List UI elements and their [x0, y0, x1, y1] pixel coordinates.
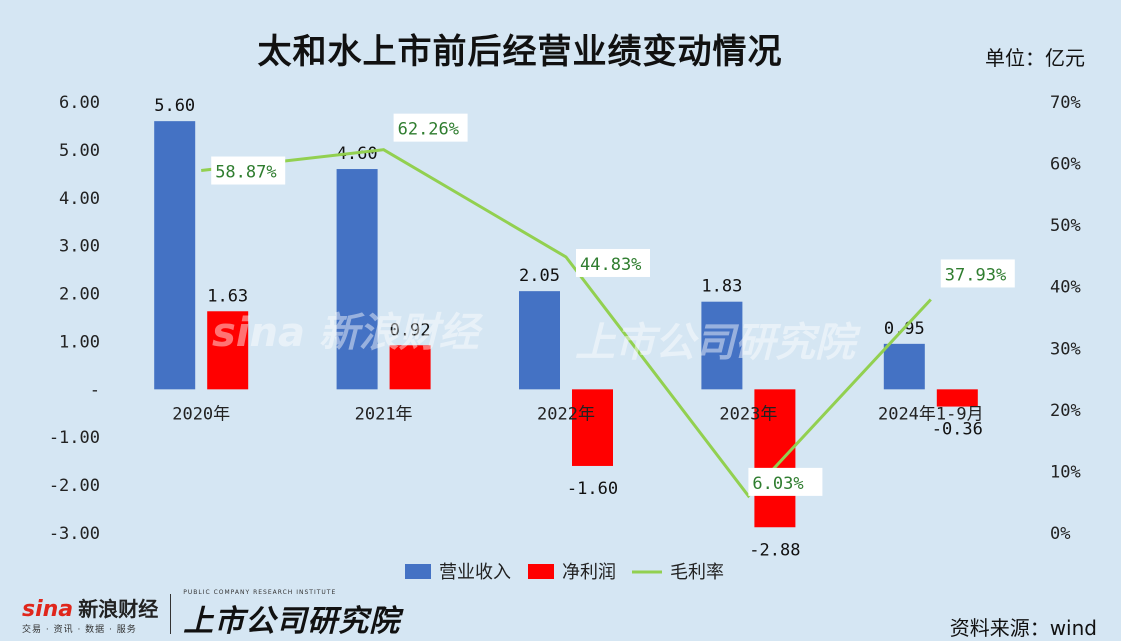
legend-swatch-revenue: [405, 564, 431, 579]
y-right-tick-label: 10%: [1050, 462, 1081, 482]
sina-tagline: 交易 · 资讯 · 数据 · 服务: [22, 625, 137, 635]
y-right-tick-label: 60%: [1050, 155, 1081, 175]
y-right-tick-label: 0%: [1050, 524, 1070, 544]
y-left-tick-label: -1.00: [49, 428, 100, 448]
margin-data-label: 37.93%: [945, 265, 1006, 285]
revenue-bar: [701, 301, 743, 390]
margin-data-label: 58.87%: [215, 163, 276, 183]
x-category-label: 2021年: [355, 404, 413, 424]
profit-bar: [207, 311, 249, 390]
profit-data-label: -1.60: [567, 479, 618, 499]
legend-label-margin: 毛利率: [670, 562, 724, 583]
x-category-label: 2024年1-9月: [878, 404, 984, 424]
logo-divider: [170, 594, 172, 634]
margin-label-box: [748, 467, 823, 496]
revenue-bar: [154, 121, 196, 390]
y-right-tick-label: 50%: [1050, 216, 1081, 236]
footer-logos: sina 新浪财经 交易 · 资讯 · 数据 · 服务 PUBLIC COMPA…: [22, 589, 400, 639]
profit-bar: [754, 389, 796, 528]
unit-label: 单位：亿元: [985, 46, 1085, 70]
profit-data-label: 1.63: [207, 286, 248, 306]
y-left-tick-label: 6.00: [59, 93, 100, 113]
y-left-tick-label: -: [90, 380, 100, 400]
y-right-tick-label: 20%: [1050, 401, 1081, 421]
gross-margin-line: [201, 148, 932, 499]
revenue-bar: [336, 169, 378, 390]
chart-title: 太和水上市前后经营业绩变动情况: [257, 32, 783, 72]
institute-en: PUBLIC COMPANY RESEARCH INSTITUTE: [183, 588, 337, 596]
profit-data-label: 0.92: [390, 320, 431, 340]
profit-bar: [936, 389, 978, 407]
y-left-tick-label: 2.00: [59, 285, 100, 305]
y-left-tick-label: 3.00: [59, 237, 100, 257]
margin-label-box: [940, 259, 1015, 288]
legend-label-revenue: 营业收入: [439, 562, 511, 583]
y-left-tick-label: 4.00: [59, 189, 100, 209]
revenue-bar: [519, 291, 560, 390]
profit-bar: [572, 389, 613, 466]
profit-data-label: -2.88: [749, 540, 800, 560]
margin-label-box: [211, 156, 286, 185]
y-right-tick-label: 70%: [1050, 93, 1081, 113]
y-left-tick-label: 5.00: [59, 141, 100, 161]
x-category-label: 2022年: [537, 404, 595, 424]
margin-label-box: [576, 248, 650, 277]
margin-data-label: 44.83%: [580, 255, 641, 275]
profit-data-label: -0.36: [932, 420, 983, 440]
x-category-label: 2023年: [719, 404, 777, 424]
revenue-data-label: 1.83: [701, 277, 742, 297]
sina-name: 新浪财经: [78, 597, 159, 621]
y-right-tick-label: 30%: [1050, 339, 1081, 359]
revenue-data-label: 5.60: [154, 96, 195, 116]
y-left-tick-label: -3.00: [49, 524, 100, 544]
y-right-tick-label: 40%: [1050, 278, 1081, 298]
legend-swatch-profit: [528, 564, 554, 579]
x-category-label: 2020年: [172, 404, 230, 424]
legend-label-profit: 净利润: [562, 562, 616, 583]
institute-name: 上市公司研究院: [183, 603, 401, 639]
institute-logo: PUBLIC COMPANY RESEARCH INSTITUTE 上市公司研究…: [183, 589, 400, 640]
sina-logo: sina 新浪财经 交易 · 资讯 · 数据 · 服务: [22, 593, 158, 635]
y-left-tick-label: -2.00: [49, 476, 100, 496]
margin-label-box: [393, 113, 468, 142]
margin-data-label: 6.03%: [752, 474, 803, 494]
profit-bar: [389, 345, 431, 390]
revenue-data-label: 2.05: [519, 266, 560, 286]
margin-data-label: 62.26%: [398, 120, 459, 140]
sina-wordmark: sina: [22, 597, 74, 622]
source-note: 资料来源：wind: [949, 616, 1097, 640]
y-left-tick-label: 1.00: [59, 332, 100, 352]
revenue-bar: [883, 343, 925, 390]
